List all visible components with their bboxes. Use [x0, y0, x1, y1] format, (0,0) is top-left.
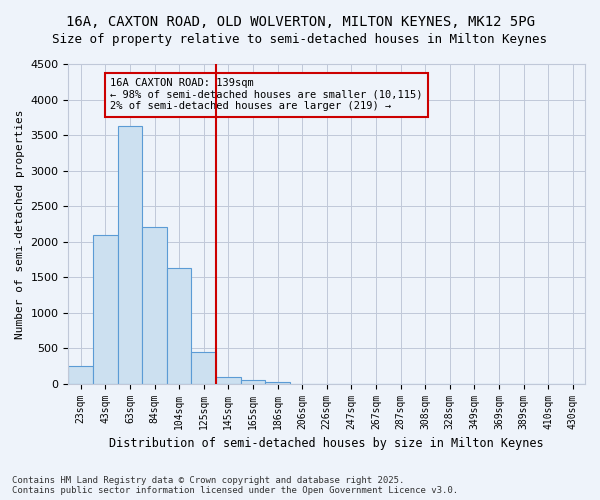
- Text: Contains HM Land Registry data © Crown copyright and database right 2025.
Contai: Contains HM Land Registry data © Crown c…: [12, 476, 458, 495]
- Bar: [241, 380, 265, 384]
- Bar: [68, 366, 93, 384]
- Text: 16A, CAXTON ROAD, OLD WOLVERTON, MILTON KEYNES, MK12 5PG: 16A, CAXTON ROAD, OLD WOLVERTON, MILTON …: [65, 15, 535, 29]
- Bar: [191, 352, 216, 384]
- Text: Size of property relative to semi-detached houses in Milton Keynes: Size of property relative to semi-detach…: [53, 32, 548, 46]
- Bar: [216, 376, 241, 384]
- Y-axis label: Number of semi-detached properties: Number of semi-detached properties: [15, 109, 25, 338]
- X-axis label: Distribution of semi-detached houses by size in Milton Keynes: Distribution of semi-detached houses by …: [109, 437, 544, 450]
- Bar: [93, 234, 118, 384]
- Bar: [265, 382, 290, 384]
- Bar: [118, 126, 142, 384]
- Bar: [142, 228, 167, 384]
- Bar: [167, 268, 191, 384]
- Text: 16A CAXTON ROAD: 139sqm
← 98% of semi-detached houses are smaller (10,115)
2% of: 16A CAXTON ROAD: 139sqm ← 98% of semi-de…: [110, 78, 423, 112]
